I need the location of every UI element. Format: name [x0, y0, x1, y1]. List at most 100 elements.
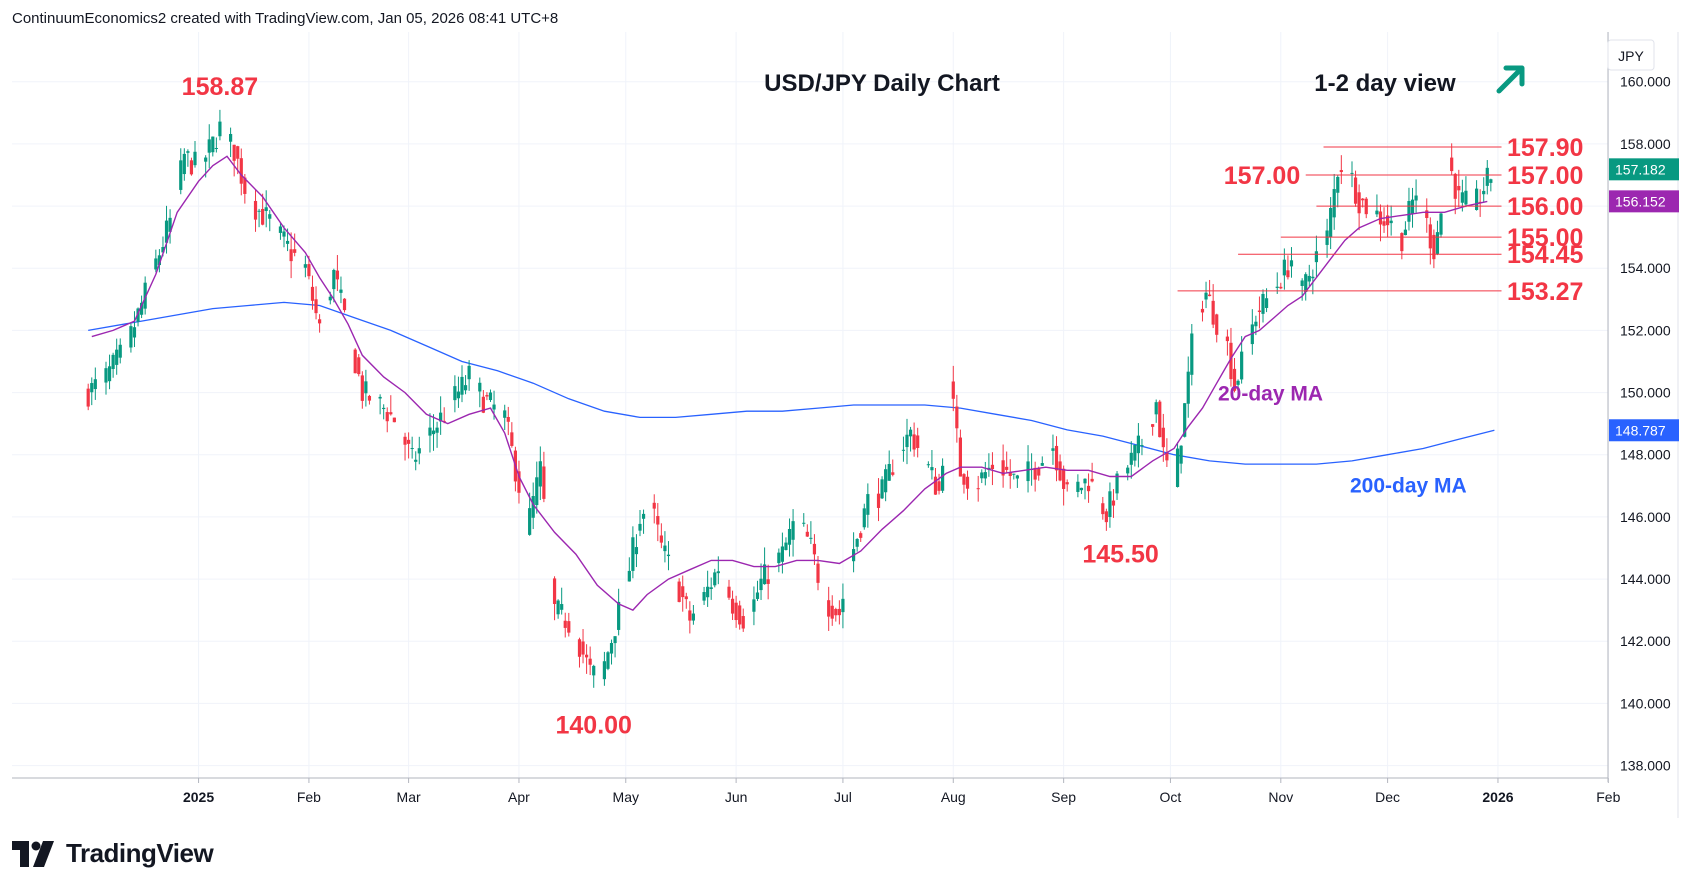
candle-body — [652, 502, 656, 509]
candle-body — [706, 586, 710, 598]
extreme-label: 140.00 — [555, 711, 631, 739]
candle-body — [1361, 198, 1365, 201]
candle-body — [752, 599, 756, 612]
y-tick-label: 144.000 — [1620, 571, 1671, 587]
level-label-157-left: 157.00 — [1224, 162, 1300, 190]
candle-body — [1485, 167, 1489, 186]
candle-body — [730, 598, 735, 614]
candle-body — [1104, 511, 1108, 523]
candle-body — [332, 269, 336, 290]
candle-body — [1307, 275, 1311, 282]
x-tick-label: Jul — [834, 789, 852, 805]
candle-body — [303, 264, 307, 268]
candle-body — [1279, 286, 1283, 289]
candle-body — [602, 661, 606, 680]
candle-body — [613, 636, 617, 644]
candle-body — [1065, 482, 1069, 485]
candle-body — [876, 493, 881, 508]
candle-body — [816, 563, 820, 583]
candle-body — [528, 508, 532, 535]
chart-title: USD/JPY Daily Chart — [764, 70, 1000, 97]
candle-body — [239, 158, 243, 184]
ma20-layer — [91, 155, 1488, 611]
candle-body — [859, 533, 863, 538]
candle-body — [560, 604, 564, 610]
candle-body — [1386, 215, 1390, 226]
candle-body — [1129, 452, 1133, 465]
candle-body — [1435, 232, 1440, 254]
candles-layer — [86, 109, 1493, 688]
candle-body — [1165, 452, 1169, 461]
candle-body — [1460, 192, 1464, 203]
candle-body — [1101, 503, 1105, 515]
tradingview-brand[interactable]: TradingView — [12, 838, 214, 869]
candle-body — [1325, 230, 1329, 245]
candle-body — [1033, 467, 1037, 480]
candle-body — [1111, 500, 1116, 506]
candle-body — [965, 476, 970, 489]
candle-body — [1407, 200, 1411, 222]
candle-body — [556, 600, 560, 615]
candle-body — [958, 437, 962, 477]
candle-body — [318, 319, 322, 324]
candle-body — [1329, 208, 1333, 238]
candle-body — [535, 477, 539, 506]
candle-body — [207, 139, 211, 153]
candle-body — [218, 121, 222, 137]
candle-body — [243, 177, 247, 194]
y-tick-label: 150.000 — [1620, 385, 1671, 401]
candle-body — [1083, 478, 1087, 484]
candle-body — [809, 537, 813, 539]
ma20-value-badge-bg — [1609, 190, 1679, 213]
candle-body — [1350, 172, 1354, 174]
candle-body — [1186, 371, 1190, 404]
x-tick-label: 2026 — [1482, 789, 1513, 805]
candle-body — [755, 592, 760, 599]
candle-body — [780, 546, 784, 562]
candle-body — [257, 210, 261, 212]
candle-body — [417, 448, 421, 454]
candle-body — [264, 207, 268, 211]
grid-layer — [12, 32, 1609, 778]
ma200-label: 200-day MA — [1350, 474, 1467, 497]
candle-body — [791, 521, 795, 540]
candle-body — [713, 572, 717, 586]
candle-body — [357, 357, 361, 375]
candle-body — [884, 469, 888, 493]
candle-body — [229, 133, 233, 142]
candle-body — [627, 570, 631, 582]
candle-body — [1090, 478, 1094, 482]
candle-body — [435, 427, 439, 433]
candle-body — [104, 368, 108, 383]
candle-body — [980, 472, 984, 479]
candle-body — [467, 365, 471, 380]
candle-body — [962, 474, 966, 485]
candle-body — [688, 610, 692, 621]
candle-body — [926, 464, 930, 466]
candle-body — [510, 432, 514, 446]
candle-body — [841, 598, 845, 613]
extreme-label: 158.87 — [182, 73, 258, 101]
candle-body — [1464, 190, 1468, 205]
candle-body — [1229, 342, 1233, 380]
currency-label: JPY — [1607, 39, 1655, 71]
candle-body — [1336, 176, 1340, 193]
chart-subtitle: 1-2 day view — [1314, 70, 1456, 97]
candle-body — [392, 417, 396, 423]
candle-body — [1432, 234, 1436, 260]
candle-body — [506, 416, 510, 422]
candle-body — [766, 579, 770, 584]
axis-layer[interactable]: 138.000 140.000 142.000 144.000 146.000 148.0… — [12, 32, 1679, 818]
level-label: 156.00 — [1507, 193, 1583, 221]
candle-body — [378, 396, 382, 399]
candle-body — [481, 396, 485, 413]
candle-body — [382, 407, 386, 410]
candle-body — [1428, 224, 1432, 249]
candle-body — [307, 264, 311, 277]
candle-body — [282, 231, 286, 237]
ma20-line — [91, 155, 1488, 611]
candle-body — [538, 461, 542, 487]
levels-layer: 157.90157.00156.00155.00154.45153.27157.… — [1177, 134, 1584, 306]
chart-attribution: ContinuumEconomics2 created with Trading… — [12, 10, 559, 27]
